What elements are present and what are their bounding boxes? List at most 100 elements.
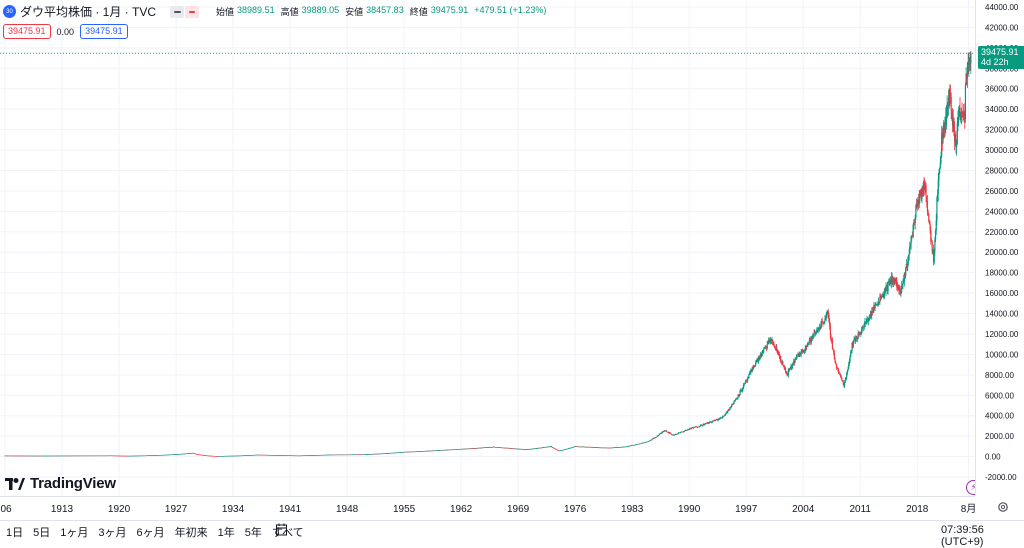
range-ytd-button[interactable]: 年初来 xyxy=(174,527,208,539)
candle-body xyxy=(915,205,917,218)
candle-body xyxy=(812,335,814,337)
remove-series-icon[interactable] xyxy=(185,5,200,18)
price-tick-label: 32000.00 xyxy=(985,126,1019,135)
candle-body xyxy=(305,455,307,456)
candle-body xyxy=(617,447,620,448)
candle-body xyxy=(341,454,343,456)
range-1d-button[interactable]: 1日 xyxy=(6,527,24,539)
candle-body xyxy=(576,446,578,447)
range-3m-button[interactable]: 3ヶ月 xyxy=(98,527,127,539)
candle-body xyxy=(339,454,341,456)
candle-body xyxy=(281,455,283,456)
candle-body xyxy=(550,446,552,447)
sell-price-box[interactable]: 39475.91 xyxy=(3,24,51,39)
candle-body xyxy=(279,455,282,456)
range-6m-button[interactable]: 6ヶ月 xyxy=(136,527,165,539)
time-tick-label: 1969 xyxy=(507,504,530,515)
candle-body xyxy=(648,440,650,442)
candle-body xyxy=(423,451,425,452)
candle-body xyxy=(353,454,355,456)
visibility-toggle-icon[interactable] xyxy=(170,5,185,18)
candle-body xyxy=(410,451,412,453)
candle-body xyxy=(141,455,143,457)
time-axis[interactable]: 06 1913 1920 1927 1934 1941 1948 1955 1962 1969 19… xyxy=(0,496,976,520)
symbol-title[interactable]: ダウ平均株価 · 1月 · TVC xyxy=(20,5,157,19)
candle-body xyxy=(321,454,323,456)
range-1y-button[interactable]: 1年 xyxy=(217,527,235,539)
candle-body xyxy=(947,104,949,108)
candle-body xyxy=(9,455,11,457)
candle-body xyxy=(865,322,867,324)
candle-body xyxy=(247,455,249,456)
candle-body xyxy=(327,454,329,456)
candle-body xyxy=(124,455,126,457)
candle-body xyxy=(481,447,483,449)
candle-body xyxy=(914,217,916,224)
time-tick-label: 1955 xyxy=(393,504,416,515)
chart-pane[interactable]: 30 ダウ平均株価 · 1月 · TVC 始値 38989.51 高値 39889.… xyxy=(0,0,975,496)
time-tick-label: 1976 xyxy=(564,504,587,515)
candle-body xyxy=(449,449,451,451)
candle-body xyxy=(148,455,150,456)
candle-body xyxy=(279,455,281,456)
candle-body xyxy=(64,455,67,457)
candle-body xyxy=(383,453,385,454)
candle-body xyxy=(448,449,451,451)
date-range-buttons: 1日 5日 1ヶ月 3ヶ月 6ヶ月 年初来 1年 5年 すべて xyxy=(6,524,314,540)
candle-body xyxy=(863,323,865,328)
candle-body xyxy=(850,351,852,357)
range-5y-button[interactable]: 5年 xyxy=(244,527,262,539)
buy-price-box[interactable]: 39475.91 xyxy=(80,24,128,39)
gear-icon[interactable] xyxy=(996,500,1010,514)
tradingview-logo[interactable]: TradingView xyxy=(5,475,116,492)
candle-body xyxy=(819,327,821,329)
candle-body xyxy=(184,453,187,455)
candle-body xyxy=(486,447,488,448)
candle-body xyxy=(575,446,578,448)
price-chart[interactable] xyxy=(0,0,975,496)
candle-body xyxy=(191,453,193,454)
candle-body xyxy=(782,361,784,366)
candle-body xyxy=(161,454,163,456)
candle-body xyxy=(457,449,460,450)
candle-body xyxy=(893,278,895,280)
symbol-badge[interactable]: 30 xyxy=(3,5,16,18)
candle-body xyxy=(400,452,402,453)
candle-body xyxy=(548,446,550,448)
range-5d-button[interactable]: 5日 xyxy=(33,527,51,539)
calendar-range-icon[interactable] xyxy=(276,523,287,536)
price-axis[interactable]: 44000.0042000.0040000.0038000.0036000.00… xyxy=(975,0,1024,496)
candle-body xyxy=(473,448,475,449)
candle-body xyxy=(36,455,39,457)
candle-body xyxy=(417,451,419,452)
lightning-icon[interactable]: ⚡ xyxy=(966,480,975,495)
range-all-button[interactable]: すべて xyxy=(271,527,304,539)
candle-body xyxy=(620,446,622,448)
candle-body xyxy=(565,449,567,450)
candle-body xyxy=(727,409,730,411)
close-value: 39475.91 xyxy=(430,5,469,15)
candle-body xyxy=(703,424,705,426)
candle-body xyxy=(95,455,97,457)
candle-body xyxy=(123,455,125,457)
range-1m-button[interactable]: 1ヶ月 xyxy=(60,527,89,539)
candle-body xyxy=(619,447,621,448)
candle-body xyxy=(970,53,972,64)
candle-body xyxy=(888,280,891,285)
candle-body xyxy=(909,244,912,247)
candle-body xyxy=(195,453,197,455)
candle-body xyxy=(634,444,637,446)
candle-body xyxy=(239,455,242,457)
clock-timezone[interactable]: 07:39:56 (UTC+9) xyxy=(941,524,984,548)
candle-body xyxy=(286,455,288,456)
candle-body xyxy=(843,384,845,387)
candle-body xyxy=(419,451,421,452)
candle-body xyxy=(136,455,138,457)
candle-body xyxy=(793,360,795,365)
candle-body xyxy=(179,453,181,455)
last-price-label: 39475.91 4d 22h xyxy=(978,46,1024,69)
candle-body xyxy=(137,455,139,457)
candle-body xyxy=(700,424,702,426)
candle-body xyxy=(757,359,759,362)
candle-body xyxy=(52,455,54,457)
